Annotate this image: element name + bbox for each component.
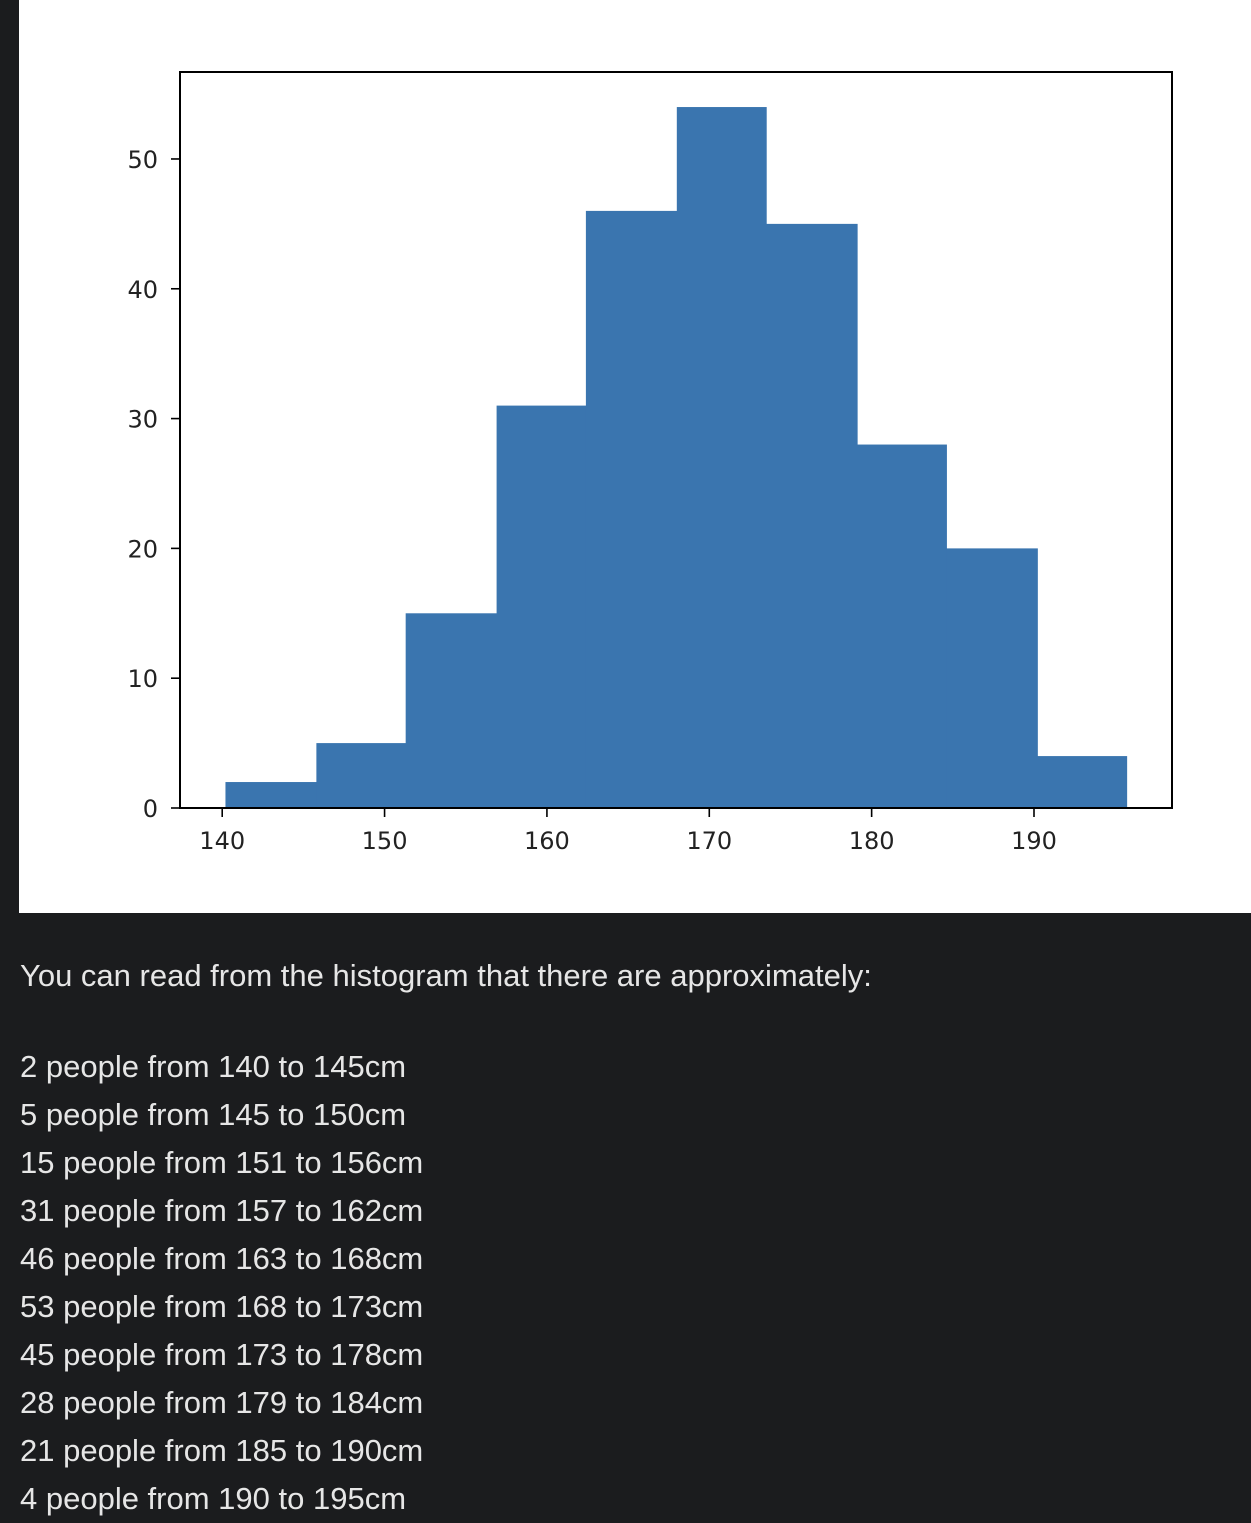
x-tick-label: 190	[1011, 827, 1057, 855]
histogram-bar-8	[946, 548, 1038, 808]
bin-count-list: 2 people from 140 to 145cm 5 people from…	[20, 1043, 1220, 1523]
histogram-bar-6	[766, 223, 858, 808]
list-item: 21 people from 185 to 190cm	[20, 1433, 424, 1468]
x-tick-label: 170	[686, 827, 732, 855]
histogram-bar-4	[585, 210, 678, 809]
histogram-chart: 140 150 160 170 180 190 0 10 20 30 40 50	[127, 71, 1173, 855]
histogram-bar-5	[676, 107, 767, 809]
x-tick-label: 160	[524, 827, 570, 855]
histogram-bar-0	[225, 782, 317, 808]
list-item: 2 people from 140 to 145cm	[20, 1049, 407, 1084]
list-item: 15 people from 151 to 156cm	[20, 1145, 424, 1180]
chart-panel: 140 150 160 170 180 190 0 10 20 30 40 50	[19, 0, 1251, 913]
x-tick-label: 140	[199, 827, 245, 855]
list-item: 53 people from 168 to 173cm	[20, 1289, 424, 1324]
y-tick-label: 30	[127, 406, 158, 434]
list-item: 46 people from 163 to 168cm	[20, 1241, 424, 1276]
x-tick-label: 180	[849, 827, 895, 855]
y-tick-label: 0	[143, 795, 158, 823]
intro-text: You can read from the histogram that the…	[20, 958, 872, 993]
y-tick-label: 40	[127, 276, 158, 304]
list-item: 5 people from 145 to 150cm	[20, 1097, 407, 1132]
histogram-bar-1	[316, 743, 407, 808]
y-tick-label: 10	[127, 665, 158, 693]
y-tick-label: 50	[127, 146, 158, 174]
histogram-bar-7	[857, 444, 947, 808]
answer-text: You can read from the histogram that the…	[20, 955, 1220, 1523]
histogram-bar-2	[405, 613, 498, 808]
y-axis-ticks: 0 10 20 30 40 50	[127, 146, 180, 823]
list-item: 45 people from 173 to 178cm	[20, 1337, 424, 1372]
histogram-bar-9	[1037, 756, 1128, 808]
axes-frame	[179, 71, 1173, 809]
list-item: 28 people from 179 to 184cm	[20, 1385, 424, 1420]
y-tick-label: 20	[127, 535, 158, 563]
histogram-bar-3	[496, 405, 587, 808]
histogram-bars	[225, 107, 1128, 809]
x-tick-label: 150	[362, 827, 408, 855]
list-item: 31 people from 157 to 162cm	[20, 1193, 424, 1228]
list-item: 4 people from 190 to 195cm	[20, 1481, 407, 1516]
x-axis-ticks: 140 150 160 170 180 190	[199, 808, 1057, 855]
